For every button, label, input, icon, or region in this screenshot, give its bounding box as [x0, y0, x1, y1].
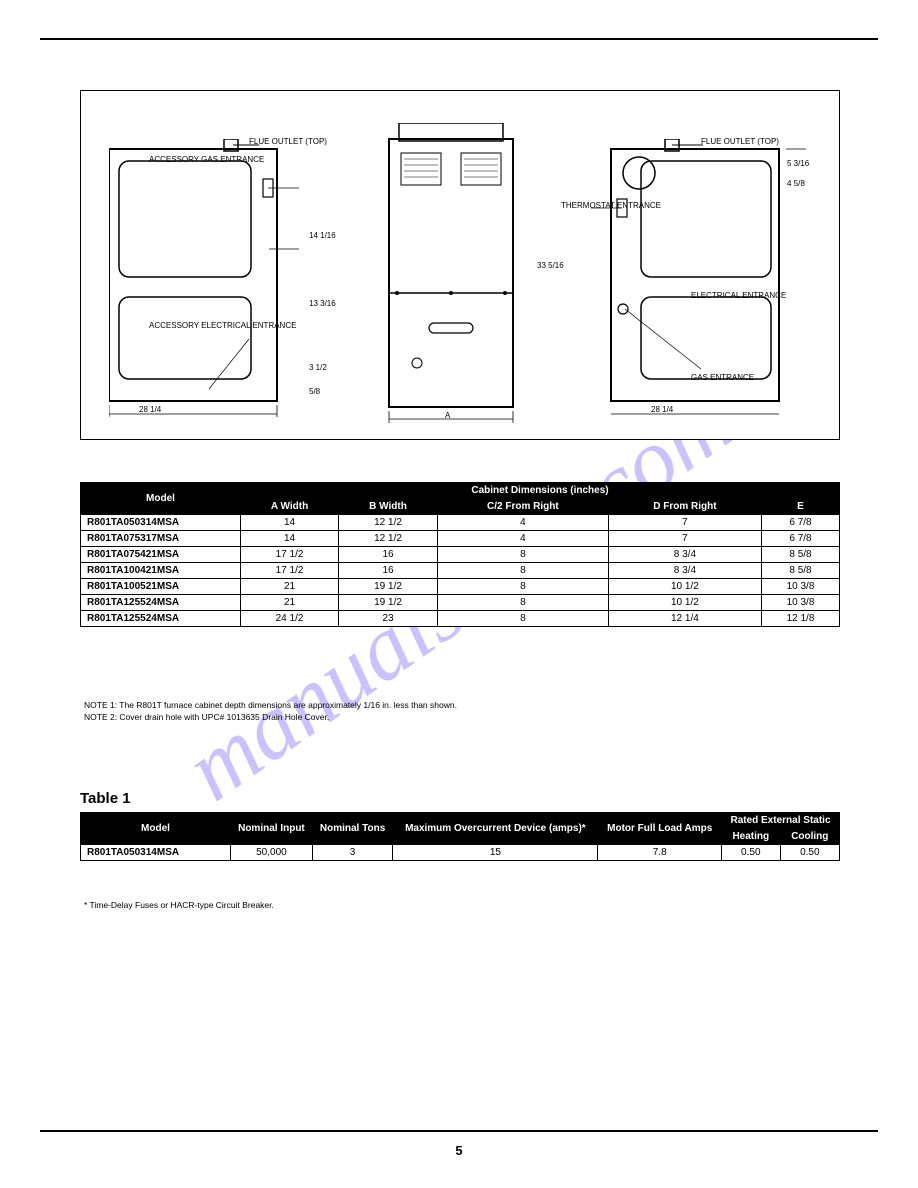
table-row-model: R801TA125524MSA [81, 595, 241, 611]
lbl-r4: 4 5/8 [787, 179, 805, 188]
t2-h-tons: Nominal Tons [312, 813, 392, 845]
table-cell: 8 [437, 547, 608, 563]
table-cell: 16 [339, 563, 438, 579]
table-cell: 19 1/2 [339, 595, 438, 611]
table-cell: 15 [393, 845, 598, 861]
lbl-acc-elec: ACCESSORY ELECTRICAL ENTRANCE [149, 321, 296, 330]
table-cell: 6 7/8 [762, 531, 840, 547]
lbl-acc-gas: ACCESSORY GAS ENTRANCE [149, 155, 264, 164]
electrical-table: Model Nominal Input Nominal Tons Maximum… [80, 812, 840, 861]
lbl-r5: 5 3/16 [787, 159, 809, 168]
t1-h-e: E [762, 499, 840, 515]
t1-h-d: D From Right [608, 499, 761, 515]
table-row-model: R801TA050314MSA [81, 845, 231, 861]
table-row-model: R801TA125524MSA [81, 611, 241, 627]
table-cell: 24 1/2 [241, 611, 339, 627]
table-row-model: R801TA100521MSA [81, 579, 241, 595]
lbl-thermo: THERMOSTAT ENTRANCE [561, 201, 661, 210]
lbl-mid-a: A [445, 411, 450, 420]
table-cell: 6 7/8 [762, 515, 840, 531]
lbl-33: 33 5/16 [537, 261, 564, 270]
left-side-view: FLUE OUTLET (TOP) 28 1/4 [109, 139, 299, 417]
table-cell: 14 [241, 531, 339, 547]
t2-note: * Time-Delay Fuses or HACR-type Circuit … [84, 900, 274, 911]
table-cell: 3 [312, 845, 392, 861]
table-cell: 12 1/2 [339, 515, 438, 531]
t2-h-rated: Rated External Static [721, 813, 839, 829]
table-cell: 10 3/8 [762, 579, 840, 595]
lbl-14: 14 1/16 [309, 231, 336, 240]
t1-h-b: B Width [339, 499, 438, 515]
t1-note2: NOTE 2: Cover drain hole with UPC# 10136… [84, 712, 329, 723]
t2-h-model: Model [81, 813, 231, 845]
lbl-flue-left: FLUE OUTLET (TOP) [249, 137, 327, 146]
top-rule [40, 38, 878, 40]
lbl-13: 13 3/16 [309, 299, 336, 308]
table-cell: 8 5/8 [762, 563, 840, 579]
t1-note1: NOTE 1: The R801T furnace cabinet depth … [84, 700, 457, 711]
lbl-left-a: 28 1/4 [139, 405, 161, 414]
table-cell: 17 1/2 [241, 547, 339, 563]
table-cell: 4 [437, 531, 608, 547]
table-row-model: R801TA050314MSA [81, 515, 241, 531]
table-cell: 7.8 [598, 845, 722, 861]
table-cell: 10 1/2 [608, 595, 761, 611]
mid-svg [371, 123, 531, 423]
table-cell: 10 3/8 [762, 595, 840, 611]
table-cell: 12 1/2 [339, 531, 438, 547]
table-cell: 7 [608, 531, 761, 547]
t2-h-ocd: Maximum Overcurrent Device (amps)* [393, 813, 598, 845]
table-row-model: R801TA075421MSA [81, 547, 241, 563]
table-cell: 12 1/4 [608, 611, 761, 627]
table-cell: 21 [241, 595, 339, 611]
table-cell: 17 1/2 [241, 563, 339, 579]
t2-h-input: Nominal Input [231, 813, 313, 845]
lbl-58: 5/8 [309, 387, 320, 396]
right-side-view: FLUE OUTLET (TOP) THERMOSTAT ENTRANCE EL… [581, 139, 809, 417]
table-cell: 14 [241, 515, 339, 531]
table-cell: 23 [339, 611, 438, 627]
t1-h-a: A Width [241, 499, 339, 515]
table-cell: 4 [437, 515, 608, 531]
table-cell: 8 5/8 [762, 547, 840, 563]
bottom-rule [40, 1130, 878, 1132]
table-cell: 10 1/2 [608, 579, 761, 595]
page-number: 5 [455, 1143, 462, 1158]
table-cell: 21 [241, 579, 339, 595]
lbl-3: 3 1/2 [309, 363, 327, 372]
table-cell: 19 1/2 [339, 579, 438, 595]
t1-h-c: C/2 From Right [437, 499, 608, 515]
table-cell: 16 [339, 547, 438, 563]
front-view: A [371, 123, 531, 415]
table-row-model: R801TA075317MSA [81, 531, 241, 547]
table-cell: 50,000 [231, 845, 313, 861]
table-cell: 8 [437, 611, 608, 627]
table-cell: 8 [437, 595, 608, 611]
t1-h-model: Model [81, 483, 241, 515]
table-row-model: R801TA100421MSA [81, 563, 241, 579]
table-cell: 8 3/4 [608, 547, 761, 563]
t2-h-rla: Motor Full Load Amps [598, 813, 722, 845]
t2-h-heat: Heating [721, 829, 780, 845]
t2-h-cool: Cooling [780, 829, 839, 845]
table-cell: 0.50 [721, 845, 780, 861]
table-cell: 12 1/8 [762, 611, 840, 627]
t1-h-span: Cabinet Dimensions (inches) [241, 483, 840, 499]
table-cell: 0.50 [780, 845, 839, 861]
table2-title: Table 1 [80, 790, 131, 807]
dimensions-table: Model Cabinet Dimensions (inches) A Widt… [80, 482, 840, 627]
left-svg [109, 139, 299, 417]
lbl-r28: 28 1/4 [651, 405, 673, 414]
table-cell: 8 3/4 [608, 563, 761, 579]
table-cell: 8 [437, 563, 608, 579]
table-cell: 8 [437, 579, 608, 595]
figure-box: FLUE OUTLET (TOP) 28 1/4 14 1/16 13 3/16… [80, 90, 840, 440]
lbl-elec-r: ELECTRICAL ENTRANCE [691, 291, 786, 300]
lbl-flue-right: FLUE OUTLET (TOP) [701, 137, 779, 146]
lbl-gas-r: GAS ENTRANCE [691, 373, 754, 382]
table-cell: 7 [608, 515, 761, 531]
